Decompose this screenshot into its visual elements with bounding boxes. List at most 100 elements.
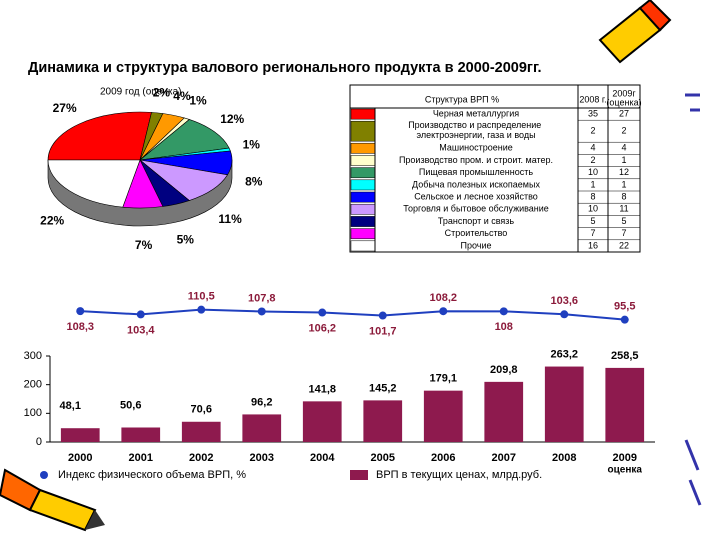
bar	[60, 428, 100, 442]
bar	[181, 421, 221, 442]
table-cell: 8	[621, 191, 626, 201]
bar	[423, 390, 463, 442]
table-cell: 2	[621, 126, 626, 136]
x-tick-label: 2000	[68, 452, 92, 464]
x-tick-label: 2009	[613, 452, 637, 464]
table-swatch	[350, 167, 376, 179]
pie-label: 1%	[189, 94, 207, 108]
table-cell: 11	[619, 204, 628, 214]
table-cell: 10	[588, 204, 598, 214]
line-marker	[76, 307, 85, 316]
pie-label: 11%	[218, 212, 242, 226]
pie-label: 2%	[153, 85, 171, 99]
bar-label: 145,2	[369, 382, 397, 394]
table-cell: 7	[590, 228, 595, 238]
x-tick-label: 2003	[250, 452, 274, 464]
table-cell: 5	[621, 216, 626, 226]
table-cell: Торговля и бытовое обслуживание	[403, 204, 549, 214]
pie-label: 22%	[40, 214, 64, 228]
table-cell: Прочие	[460, 240, 491, 250]
bar-label: 263,2	[550, 348, 578, 360]
bar-label: 179,1	[429, 373, 457, 385]
table-swatch	[350, 203, 376, 215]
x-tick-note: оценка	[608, 465, 643, 476]
table-cell: 4	[590, 143, 595, 153]
table-cell: Машиностроение	[439, 143, 512, 153]
legend-marker	[40, 471, 48, 479]
table-cell: Производство и распределение электроэнер…	[408, 121, 544, 141]
table-cell: 1	[621, 155, 626, 165]
line	[80, 308, 625, 321]
line-label: 103,4	[127, 324, 155, 336]
x-tick-label: 2001	[129, 452, 153, 464]
bar	[363, 400, 403, 442]
table-cell: 22	[619, 240, 629, 250]
line-marker	[136, 310, 145, 319]
table-swatch	[350, 228, 376, 240]
table-cell: 1	[621, 179, 626, 189]
legend-marker	[350, 470, 368, 480]
pie-slice	[138, 119, 230, 161]
table-swatch	[350, 108, 376, 120]
line-marker	[439, 307, 448, 316]
line-marker	[378, 311, 387, 320]
table-cell: 35	[588, 108, 598, 118]
table-cell: Сельское и лесное хозяйство	[414, 191, 538, 201]
line-marker	[620, 315, 629, 324]
bar-label: 209,8	[490, 364, 518, 376]
pie-label: 27%	[53, 101, 77, 115]
bar-label: 258,5	[611, 350, 639, 362]
bar-label: 70,6	[191, 404, 212, 416]
table-header: (оценка)	[606, 97, 641, 107]
table-cell: Пищевая промышленность	[419, 167, 533, 177]
pie-label: 12%	[220, 112, 244, 126]
line-marker	[560, 310, 569, 319]
table-cell: 12	[619, 167, 629, 177]
line-marker	[257, 307, 266, 316]
table-swatch	[350, 191, 376, 203]
bar	[302, 401, 342, 442]
table-cell: Черная металлургия	[433, 108, 519, 118]
table-cell: 1	[590, 179, 595, 189]
line-marker	[197, 305, 206, 314]
table-cell: Добыча полезных ископаемых	[412, 179, 540, 189]
bar-label: 48,1	[60, 400, 81, 412]
line-label: 108	[495, 321, 513, 333]
pie-label: 4%	[173, 89, 191, 103]
bar-label: 141,8	[308, 383, 336, 395]
line-label: 107,8	[248, 292, 276, 304]
table-swatch	[350, 120, 376, 142]
pie-label: 5%	[177, 233, 195, 247]
x-tick-label: 2004	[310, 452, 335, 464]
table-cell: Строительство	[445, 228, 508, 238]
bar	[605, 367, 645, 442]
pie-slice	[47, 111, 152, 161]
table-cell: 2	[590, 126, 595, 136]
bar	[544, 366, 584, 442]
line-label: 103,6	[550, 295, 578, 307]
line-label: 110,5	[188, 291, 215, 303]
table-cell: 7	[621, 228, 626, 238]
pie-label: 1%	[243, 137, 261, 151]
pie-label: 8%	[245, 174, 263, 188]
line-marker	[499, 307, 508, 316]
legend-label: ВРП в текущих ценах, млрд.руб.	[376, 469, 542, 481]
table-cell: 27	[619, 108, 629, 118]
table-swatch	[350, 179, 376, 191]
pie-label: 7%	[135, 238, 153, 252]
table-cell: 2	[590, 155, 595, 165]
table-cell: 10	[588, 167, 598, 177]
line-label: 101,7	[369, 325, 397, 337]
table-swatch	[350, 155, 376, 166]
x-tick-label: 2005	[371, 452, 395, 464]
x-tick-label: 2007	[492, 452, 516, 464]
table-header: Структура ВРП %	[425, 94, 499, 104]
pie-slice	[47, 159, 141, 208]
line-label: 108,2	[429, 292, 457, 304]
table-cell: Транспорт и связь	[438, 216, 514, 226]
table-swatch	[350, 240, 376, 252]
decoration	[0, 0, 702, 532]
y-tick-label: 0	[36, 436, 42, 448]
table-header: 2008 г.	[579, 94, 606, 104]
